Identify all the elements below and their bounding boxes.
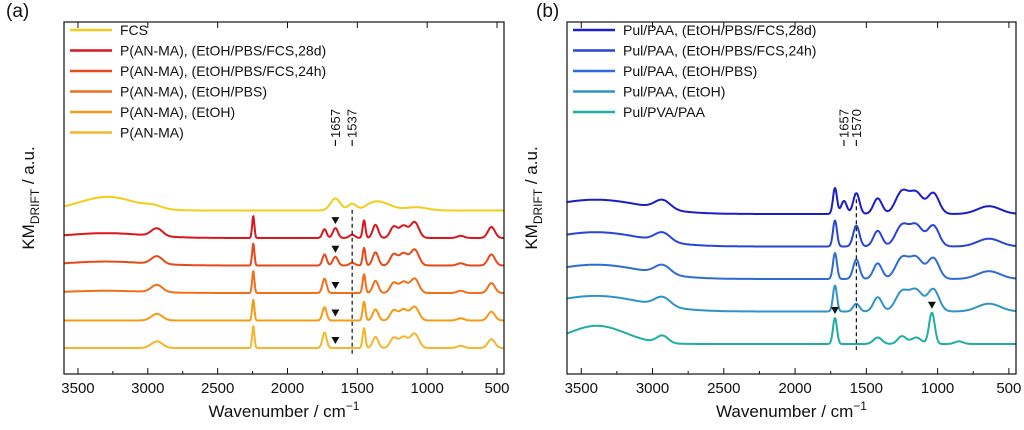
legend-label-2-3: Pul/PAA, (EtOH/PBS) — [623, 63, 757, 79]
annotation-label-2-1: 1657 — [836, 109, 851, 138]
series-line-1-5 — [63, 298, 505, 322]
series-line-2-5 — [566, 311, 1017, 345]
peak-marker-1-3 — [331, 281, 340, 289]
legend-label-1-1: FCS — [120, 22, 148, 38]
series-line-2-2 — [566, 219, 1017, 248]
x-tick-label-1-4: 2000 — [271, 380, 304, 397]
y-axis-title-2: KMDRIFT / a.u. — [522, 146, 545, 249]
legend-label-1-6: P(AN-MA) — [120, 125, 184, 141]
x-tick-label-1-6: 1000 — [410, 380, 443, 397]
peak-marker-1-1 — [331, 217, 340, 225]
legend-label-1-3: P(AN-MA), (EtOH/PBS/FCS,24h) — [120, 63, 326, 79]
peak-marker-1-2 — [331, 245, 340, 253]
panel-label-2: (b) — [536, 1, 559, 22]
legend-label-2-1: Pul/PAA, (EtOH/PBS/FCS,28d) — [623, 22, 816, 38]
series-line-2-1 — [566, 187, 1017, 215]
panel-label-1: (a) — [6, 1, 29, 22]
series-line-2-3 — [566, 252, 1017, 280]
x-tick-label-1-2: 3000 — [131, 380, 164, 397]
series-line-1-4 — [63, 270, 505, 294]
legend-label-2-2: Pul/PAA, (EtOH/PBS/FCS,24h) — [623, 43, 816, 59]
legend-label-2-5: Pul/PVA/PAA — [623, 104, 706, 120]
legend-label-1-2: P(AN-MA), (EtOH/PBS/FCS,28d) — [120, 43, 326, 59]
series-line-1-1 — [63, 195, 505, 212]
x-tick-label-1-5: 1500 — [341, 380, 374, 397]
peak-marker-1-5 — [331, 336, 340, 344]
x-tick-label-2-5: 1500 — [850, 380, 883, 397]
annotation-label-2-2: 1570 — [849, 109, 864, 138]
plot-frame-2 — [566, 21, 1017, 375]
x-tick-label-2-4: 2000 — [778, 380, 811, 397]
series-line-1-6 — [63, 325, 505, 349]
series-line-2-4 — [566, 284, 1017, 313]
plot-frame-1 — [63, 21, 505, 375]
x-tick-label-2-7: 500 — [996, 380, 1021, 397]
x-tick-label-2-3: 2500 — [707, 380, 740, 397]
x-tick-label-2-2: 3000 — [636, 380, 669, 397]
legend-label-1-4: P(AN-MA), (EtOH/PBS) — [120, 84, 267, 100]
x-axis-title-1: Wavenumber / cm−1 — [209, 399, 360, 421]
x-tick-label-1-7: 500 — [485, 380, 510, 397]
x-axis-title-2: Wavenumber / cm−1 — [716, 399, 867, 421]
x-tick-label-1-1: 3500 — [61, 380, 94, 397]
y-axis-title-1: KMDRIFT / a.u. — [19, 146, 42, 249]
peak-marker-2-2 — [927, 301, 936, 309]
x-tick-label-1-3: 2500 — [201, 380, 234, 397]
x-tick-label-2-1: 3500 — [565, 380, 598, 397]
x-tick-label-2-6: 1000 — [921, 380, 954, 397]
legend-label-1-5: P(AN-MA), (EtOH) — [120, 104, 235, 120]
series-line-1-2 — [63, 215, 505, 239]
series-line-1-3 — [63, 242, 505, 267]
annotation-label-1-2: 1537 — [345, 109, 360, 138]
peak-marker-2-1 — [830, 307, 839, 314]
annotation-label-1-1: 1657 — [328, 109, 343, 138]
peak-marker-1-4 — [331, 309, 340, 317]
legend-label-2-4: Pul/PAA, (EtOH) — [623, 84, 725, 100]
